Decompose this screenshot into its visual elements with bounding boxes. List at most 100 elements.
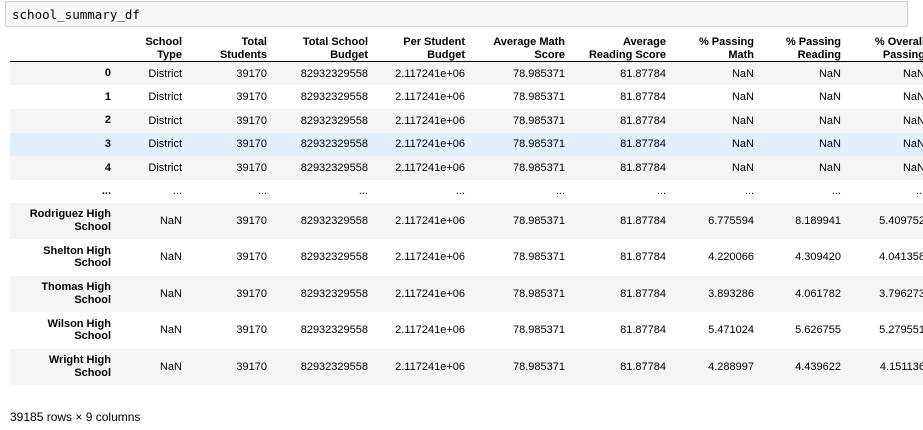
table-cell: 8.189941 xyxy=(795,214,841,227)
table-row[interactable]: 2 District 39170 82932329558 2.117241e+06 78.… xyxy=(10,108,923,133)
table-cell: 81.87784 xyxy=(620,138,666,151)
table-cell: 81.87784 xyxy=(620,251,666,264)
column-header: Total School Budget xyxy=(302,36,368,61)
table-cell: 82932329558 xyxy=(300,251,368,264)
table-cell: District xyxy=(148,91,182,104)
table-row[interactable]: .............................. xyxy=(10,179,923,203)
table-cell: NaN xyxy=(818,91,841,104)
row-index: 4 xyxy=(104,161,111,174)
table-cell: NaN xyxy=(159,214,182,227)
table-cell: 78.985371 xyxy=(513,114,565,127)
row-index: 3 xyxy=(104,138,111,151)
table-cell: District xyxy=(148,138,182,151)
table-cell: NaN xyxy=(731,67,754,80)
table-cell: 82932329558 xyxy=(300,162,368,175)
table-cell: ... xyxy=(831,185,841,198)
column-header: Per Student Budget xyxy=(403,36,465,61)
table-cell: 81.87784 xyxy=(620,287,666,300)
table-cell: 82932329558 xyxy=(300,67,368,80)
table-cell: 2.117241e+06 xyxy=(395,251,465,264)
table-cell: NaN xyxy=(159,324,182,337)
table-cell: NaN xyxy=(731,91,754,104)
table-cell: 39170 xyxy=(236,324,267,337)
column-header: % Passing Reading xyxy=(785,36,841,61)
code-input-cell[interactable]: school_summary_df xyxy=(5,1,908,27)
table-cell: 5.409752 xyxy=(879,214,923,227)
table-row[interactable]: 0 District 39170 82932329558 2.117241e+06 78.… xyxy=(10,61,923,86)
table-cell: 5.471024 xyxy=(708,324,754,337)
table-row[interactable]: 1 District 39170 82932329558 2.117241e+06 78.… xyxy=(10,85,923,109)
table-cell: District xyxy=(148,67,182,80)
row-index: 0 xyxy=(104,67,111,80)
row-index: Rodriguez High School xyxy=(29,208,111,233)
table-cell: NaN xyxy=(731,162,754,175)
table-cell: 2.117241e+06 xyxy=(395,360,465,373)
table-cell: 78.985371 xyxy=(513,214,565,227)
table-cell: 78.985371 xyxy=(513,324,565,337)
table-cell: 4.309420 xyxy=(795,251,841,264)
table-cell: ... xyxy=(358,185,368,198)
table-row[interactable]: Shelton High School NaN 39170 82932329558 2.1… xyxy=(10,239,923,276)
table-cell: NaN xyxy=(902,67,923,80)
table-cell: 39170 xyxy=(236,67,267,80)
table-cell: ... xyxy=(744,185,754,198)
table-cell: ... xyxy=(172,185,182,198)
table-cell: NaN xyxy=(731,114,754,127)
table-body: 0 District 39170 82932329558 2.117241e+06 78.… xyxy=(10,61,923,386)
table-cell: 81.87784 xyxy=(620,360,666,373)
table-row[interactable]: 4 District 39170 82932329558 2.117241e+06 78.… xyxy=(10,156,923,180)
column-header: Average Reading Score xyxy=(588,36,666,61)
table-cell: 81.87784 xyxy=(620,67,666,80)
table-cell: 2.117241e+06 xyxy=(395,214,465,227)
row-index: 2 xyxy=(104,114,111,127)
table-cell: 4.288997 xyxy=(708,360,754,373)
table-cell: 81.87784 xyxy=(620,162,666,175)
index-header xyxy=(10,36,119,62)
dataframe-table: School Type Total Students Total School Budge… xyxy=(10,36,923,386)
table-cell: District xyxy=(148,162,182,175)
table-cell: NaN xyxy=(731,138,754,151)
table-cell: 2.117241e+06 xyxy=(395,324,465,337)
table-cell: 78.985371 xyxy=(513,162,565,175)
row-index: Wilson High School xyxy=(47,317,111,343)
table-cell: 82932329558 xyxy=(300,214,368,227)
table-row[interactable]: Wright High School NaN 39170 82932329558 2.11… xyxy=(10,348,923,386)
header-row: School Type Total Students Total School Budge… xyxy=(10,36,923,62)
table-cell: 2.117241e+06 xyxy=(395,162,465,175)
table-cell: 4.041358 xyxy=(879,251,923,264)
table-cell: 5.279551 xyxy=(879,324,923,337)
column-header: % Passing Math xyxy=(698,36,754,61)
table-cell: 6.775594 xyxy=(708,214,754,227)
table-cell: NaN xyxy=(818,114,841,127)
table-cell: 2.117241e+06 xyxy=(395,114,465,127)
table-cell: 78.985371 xyxy=(513,251,565,264)
table-row[interactable]: Rodriguez High School NaN 39170 82932329558 2… xyxy=(10,202,923,240)
table-row[interactable]: Wilson High School NaN 39170 82932329558 2.11… xyxy=(10,312,923,349)
table-cell: 82932329558 xyxy=(300,138,368,151)
table-cell: 81.87784 xyxy=(620,214,666,227)
table-cell: 5.626755 xyxy=(795,324,841,337)
row-index: Wright High School xyxy=(48,354,111,379)
table-cell: ... xyxy=(915,185,923,198)
table-cell: 81.87784 xyxy=(620,114,666,127)
table-cell: ... xyxy=(257,185,267,198)
table-cell: NaN xyxy=(902,138,923,151)
table-cell: ... xyxy=(455,185,465,198)
table-cell: 39170 xyxy=(236,214,267,227)
row-index: Thomas High School xyxy=(41,281,111,306)
table-header: School Type Total Students Total School Budge… xyxy=(10,36,923,62)
code-text: school_summary_df xyxy=(12,7,140,22)
table-cell: 39170 xyxy=(236,287,267,300)
table-cell: 78.985371 xyxy=(513,138,565,151)
table-cell: 39170 xyxy=(236,138,267,151)
row-count-footer: 39185 rows × 9 columns xyxy=(10,410,141,424)
column-header: Total Students xyxy=(219,36,267,61)
table-cell: 78.985371 xyxy=(513,287,565,300)
table-cell: ... xyxy=(656,185,666,198)
table-cell: NaN xyxy=(902,91,923,104)
table-cell: 82932329558 xyxy=(300,91,368,104)
table-cell: District xyxy=(148,114,182,127)
table-row[interactable]: 3 District 39170 82932329558 2.117241e+06 78.… xyxy=(10,132,923,157)
table-cell: 39170 xyxy=(236,91,267,104)
table-row[interactable]: Thomas High School NaN 39170 82932329558 2.11… xyxy=(10,275,923,313)
